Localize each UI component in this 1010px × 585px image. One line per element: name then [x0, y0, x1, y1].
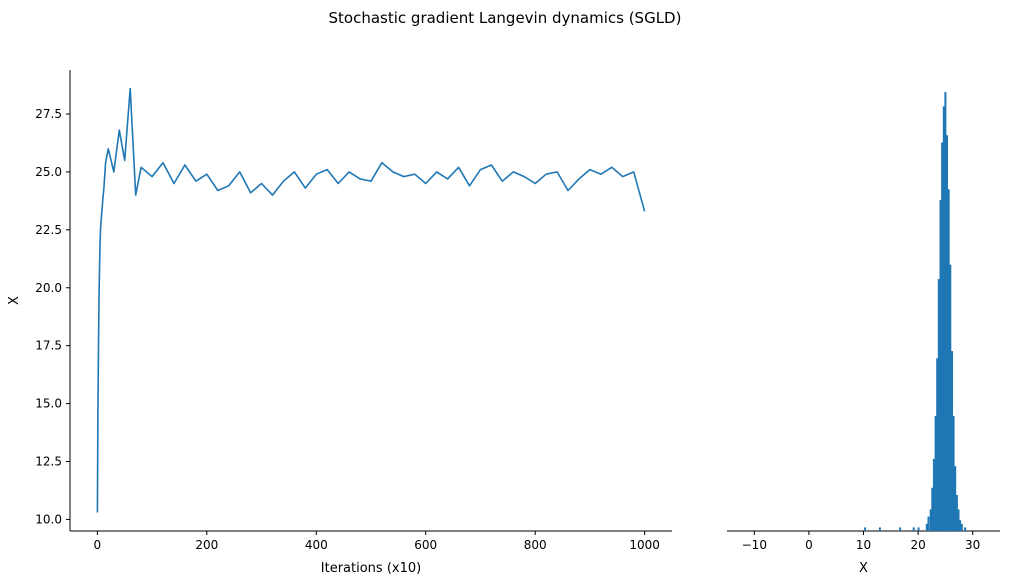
trace-y-tick-label: 12.5	[35, 455, 62, 469]
hist-bar	[955, 495, 958, 531]
hist-x-tick-label: −10	[742, 538, 767, 552]
hist-bar	[934, 415, 937, 531]
hist-bar	[944, 92, 947, 531]
hist-bars	[864, 92, 967, 532]
hist-bar	[899, 527, 902, 531]
trace-y-ticks: 10.0 12.5 15.0 17.5 20.0 22.5 25.0 27.5	[35, 107, 70, 526]
hist-bar	[949, 264, 952, 531]
trace-x-ticks: 0 200 400 600 800 1000	[94, 531, 660, 552]
hist-x-tick-label: 30	[965, 538, 980, 552]
trace-x-tick-label: 0	[94, 538, 102, 552]
hist-bar	[959, 520, 962, 531]
hist-bar	[954, 466, 957, 531]
hist-bar	[952, 415, 955, 531]
trace-y-axis-label: X	[7, 296, 22, 305]
hist-bar	[927, 516, 930, 531]
hist-bar	[942, 106, 945, 532]
hist-bar	[957, 509, 960, 531]
hist-x-axis-label: X	[859, 561, 868, 576]
trace-y-tick-label: 10.0	[35, 512, 62, 526]
hist-bar	[941, 142, 944, 531]
trace-x-tick-label: 400	[305, 538, 328, 552]
trace-x-tick-label: 600	[414, 538, 437, 552]
hist-x-ticks: −10 0 10 20 30	[742, 531, 980, 552]
hist-bar	[878, 527, 881, 531]
trace-plot: 0 200 400 600 800 1000 10.0 12.5 15.0 17.5 20.0 22…	[7, 70, 672, 576]
trace-x-axis-label: Iterations (x10)	[321, 561, 421, 576]
trace-y-tick-label: 20.0	[35, 281, 62, 295]
hist-bar	[932, 459, 935, 531]
hist-bar	[951, 351, 953, 531]
hist-bar	[917, 527, 920, 531]
histogram-plot: −10 0 10 20 30 X	[727, 92, 1000, 576]
hist-bar	[929, 509, 932, 531]
hist-x-tick-label: 20	[910, 538, 925, 552]
hist-bar	[964, 527, 967, 531]
trace-y-tick-label: 27.5	[35, 107, 62, 121]
trace-y-tick-label: 22.5	[35, 223, 62, 237]
trace-x-tick-label: 1000	[629, 538, 660, 552]
figure-title: Stochastic gradient Langevin dynamics (S…	[328, 9, 682, 27]
trace-x-tick-label: 200	[195, 538, 218, 552]
hist-bar	[947, 189, 950, 531]
hist-x-tick-label: 10	[856, 538, 871, 552]
hist-bar	[960, 523, 963, 531]
trace-x-tick-label: 800	[524, 538, 547, 552]
hist-bar	[925, 523, 928, 531]
hist-bar	[931, 487, 934, 531]
trace-series-line	[96, 87, 646, 513]
hist-bar	[939, 200, 942, 531]
hist-bar	[937, 279, 940, 531]
trace-y-tick-label: 17.5	[35, 339, 62, 353]
hist-bar	[912, 527, 915, 531]
hist-x-tick-label: 0	[805, 538, 813, 552]
hist-bar	[936, 358, 939, 531]
trace-y-tick-label: 25.0	[35, 165, 62, 179]
hist-bar	[864, 527, 867, 531]
hist-bar	[946, 135, 948, 531]
trace-y-tick-label: 15.0	[35, 397, 62, 411]
